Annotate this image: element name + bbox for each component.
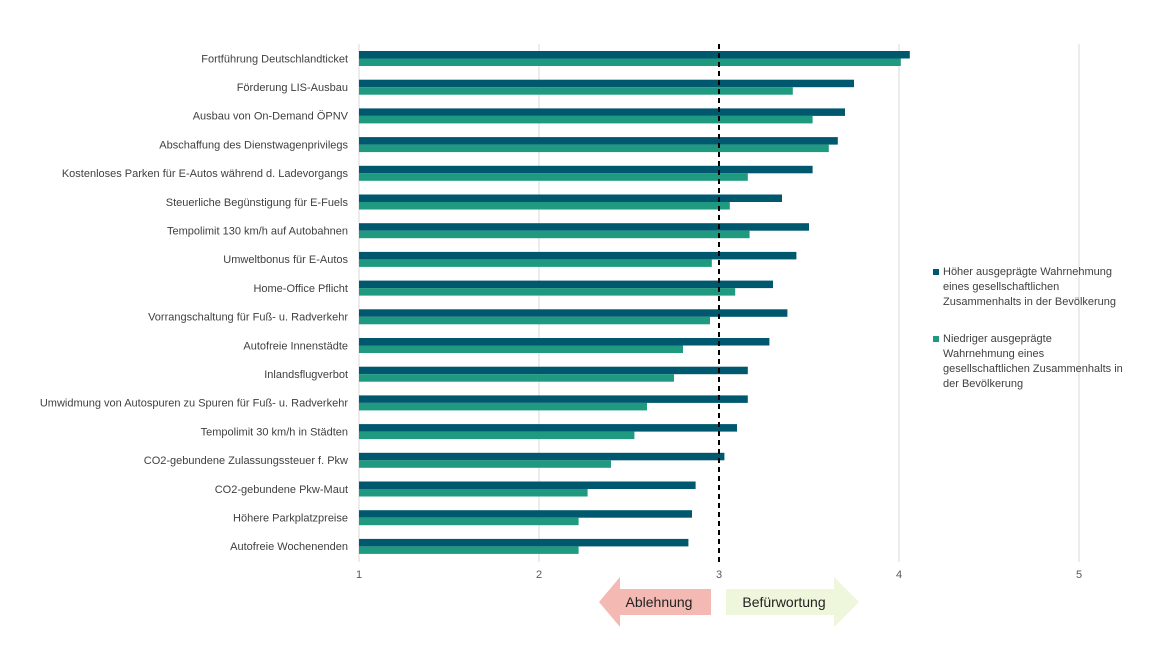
bar-series-1 xyxy=(359,165,813,174)
bar-series-1 xyxy=(359,280,773,289)
bar-series-1 xyxy=(359,538,689,547)
x-tick-label: 5 xyxy=(1076,569,1082,581)
bar-series-2 xyxy=(359,374,674,382)
bar-series-1 xyxy=(359,338,770,346)
befuerwortung-label: Befürwortung xyxy=(742,594,825,610)
gridlines xyxy=(358,44,1080,562)
x-tick-label: 1 xyxy=(356,569,362,581)
bar-series-2 xyxy=(359,316,710,325)
bar-series-1 xyxy=(359,137,838,145)
category-label: Fortführung Deutschlandticket xyxy=(201,53,348,65)
befuerwortung-arrow: Befürwortung xyxy=(726,577,859,627)
bar-series-1 xyxy=(359,481,696,489)
category-label: Vorrangschaltung für Fuß- u. Radverkehr xyxy=(148,312,348,324)
bar-series-1 xyxy=(359,366,748,375)
category-label: Ausbau von On-Demand ÖPNV xyxy=(193,111,349,123)
legend-entry: Niedriger ausgeprägte Wahrnehmung eines ge… xyxy=(943,333,1123,390)
bar-series-2 xyxy=(359,173,748,181)
category-label: Steuerliche Begünstigung für E-Fuels xyxy=(166,197,349,209)
bar-series-2 xyxy=(359,58,901,66)
bar-series-1 xyxy=(359,251,797,260)
category-label: Autofreie Innenstädte xyxy=(243,340,348,352)
bars xyxy=(359,51,910,554)
bar-series-2 xyxy=(359,115,813,124)
category-label: CO2-gebundene Pkw-Maut xyxy=(215,484,348,496)
bar-series-1 xyxy=(359,79,854,88)
bar-series-2 xyxy=(359,460,611,468)
bar-series-2 xyxy=(359,402,647,411)
bar-series-2 xyxy=(359,431,635,440)
category-label: Förderung LIS-Ausbau xyxy=(237,82,348,94)
legend: Höher ausgeprägte Wahrnehmung eines gesel… xyxy=(933,266,1123,390)
bar-series-1 xyxy=(359,395,748,403)
left-arrow-shape xyxy=(599,577,711,627)
category-label: Höhere Parkplatzpreise xyxy=(233,513,348,525)
x-axis-tick-labels: 1 2 3 4 5 xyxy=(356,569,1082,581)
category-label: CO2-gebundene Zulassungssteuer f. Pkw xyxy=(144,455,348,467)
bar-series-1 xyxy=(359,108,845,116)
bar-series-2 xyxy=(359,144,829,153)
x-tick-label: 2 xyxy=(536,569,542,581)
bar-series-2 xyxy=(359,517,579,526)
bar-series-2 xyxy=(359,489,588,497)
bar-series-1 xyxy=(359,309,788,317)
right-arrow-shape xyxy=(726,577,859,627)
bar-series-1 xyxy=(359,452,725,461)
category-label: Umwidmung von Autospuren zu Spuren für F… xyxy=(40,398,348,410)
bar-series-2 xyxy=(359,345,683,353)
bar-series-2 xyxy=(359,230,750,239)
category-label: Tempolimit 130 km/h auf Autobahnen xyxy=(167,226,348,238)
bar-series-2 xyxy=(359,202,730,210)
category-label: Inlandsflugverbot xyxy=(264,369,348,381)
category-label: Kostenloses Parken für E-Autos während d… xyxy=(62,168,349,180)
category-label: Umweltbonus für E-Autos xyxy=(223,254,348,266)
category-label: Autofreie Wochenenden xyxy=(230,541,348,553)
category-labels: Fortführung Deutschlandticket Förderung L… xyxy=(40,53,349,553)
legend-swatch xyxy=(933,269,939,275)
bar-series-1 xyxy=(359,51,910,59)
bar-series-2 xyxy=(359,87,793,95)
category-label: Home-Office Pflicht xyxy=(253,283,348,295)
category-label: Tempolimit 30 km/h in Städten xyxy=(201,426,348,438)
x-tick-label: 4 xyxy=(896,569,902,581)
x-tick-label: 3 xyxy=(716,569,722,581)
bar-series-1 xyxy=(359,510,692,518)
ablehnung-label: Ablehnung xyxy=(626,594,693,610)
bar-series-1 xyxy=(359,424,737,432)
bar-series-1 xyxy=(359,223,809,231)
bar-series-1 xyxy=(359,194,782,202)
bar-series-2 xyxy=(359,288,736,296)
bar-series-2 xyxy=(359,546,579,554)
category-label: Abschaffung des Dienstwagenprivilegs xyxy=(159,139,348,151)
ablehnung-arrow: Ablehnung xyxy=(599,577,711,627)
legend-entry: Höher ausgeprägte Wahrnehmung eines gesel… xyxy=(943,266,1116,308)
bar-series-2 xyxy=(359,259,712,267)
legend-swatch xyxy=(933,336,939,342)
